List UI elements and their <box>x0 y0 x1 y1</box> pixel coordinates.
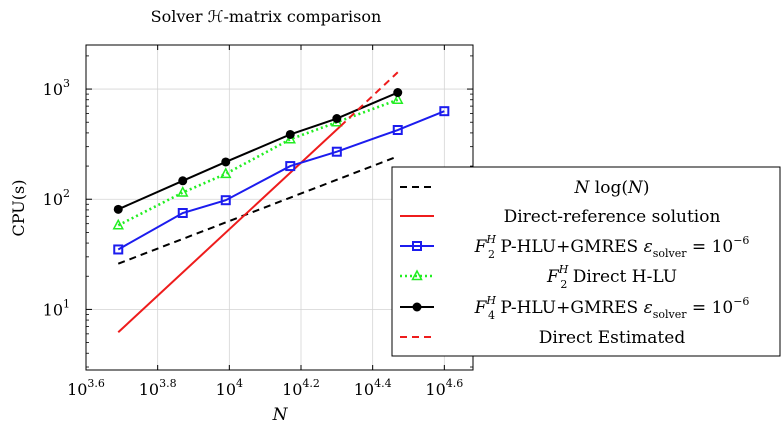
series-2 <box>113 106 450 255</box>
series-3 <box>112 93 404 230</box>
legend-swatch-marker <box>411 269 423 281</box>
legend-label: FH 4 P-HLU+GMRES εsolver = 10−6 <box>474 294 750 322</box>
legend-label: N log(N) <box>574 178 650 198</box>
data-point <box>112 218 124 230</box>
legend-swatch-marker <box>412 302 422 312</box>
data-point <box>439 106 450 117</box>
data-point <box>221 157 231 167</box>
series-line <box>117 91 399 211</box>
series-line <box>339 71 399 127</box>
data-point <box>393 88 403 98</box>
axis-ticks: 103.6 103.8 104 104.2 104.4 104.6 101 102 103 <box>43 45 473 399</box>
data-point <box>285 161 296 172</box>
x-tick-label: 104.6 <box>425 377 463 399</box>
legend-label: FH 2 P-HLU+GMRES εsolver = 10−6 <box>474 233 750 261</box>
x-tick-label: 104.4 <box>354 377 392 399</box>
legend-label: FH 2 Direct H-LU <box>546 263 677 291</box>
legend-swatch-marker <box>412 241 422 251</box>
data-point <box>113 204 123 214</box>
x-tick-label: 104 <box>216 377 243 399</box>
data-point <box>331 146 342 157</box>
data-point <box>220 195 231 206</box>
series-4 <box>113 88 403 214</box>
legend-label: Direct Estimated <box>539 328 686 348</box>
data-point <box>392 125 403 136</box>
data-point <box>177 185 189 197</box>
data-point <box>220 167 232 179</box>
chart-title: Solver ℋ-matrix comparison <box>151 7 382 26</box>
series-line <box>117 110 445 251</box>
y-tick-label: 101 <box>43 297 70 319</box>
y-axis-label: CPU(s) <box>9 180 28 237</box>
legend-box <box>391 166 781 357</box>
x-tick-label: 103.6 <box>67 377 105 399</box>
data-point <box>177 208 188 219</box>
series-line <box>117 98 399 227</box>
series-line <box>117 155 399 265</box>
series-5 <box>339 71 399 127</box>
x-tick-label: 104.2 <box>282 377 320 399</box>
data-point <box>178 176 188 186</box>
data-point <box>392 93 404 104</box>
x-tick-label: 103.8 <box>139 377 177 399</box>
legend-label: Direct-reference solution <box>504 207 721 227</box>
series-layer <box>112 71 450 334</box>
series-0 <box>117 155 399 265</box>
data-point <box>284 132 296 144</box>
data-point <box>113 244 124 255</box>
y-tick-label: 103 <box>43 77 70 99</box>
series-line <box>117 125 342 334</box>
legend: N log(N) Direct-reference solution FH 2 P-H… <box>391 166 781 357</box>
series-1 <box>117 125 342 334</box>
x-axis-label: N <box>272 405 289 425</box>
data-point <box>332 114 342 124</box>
data-point <box>285 129 295 139</box>
y-tick-label: 102 <box>43 187 70 209</box>
